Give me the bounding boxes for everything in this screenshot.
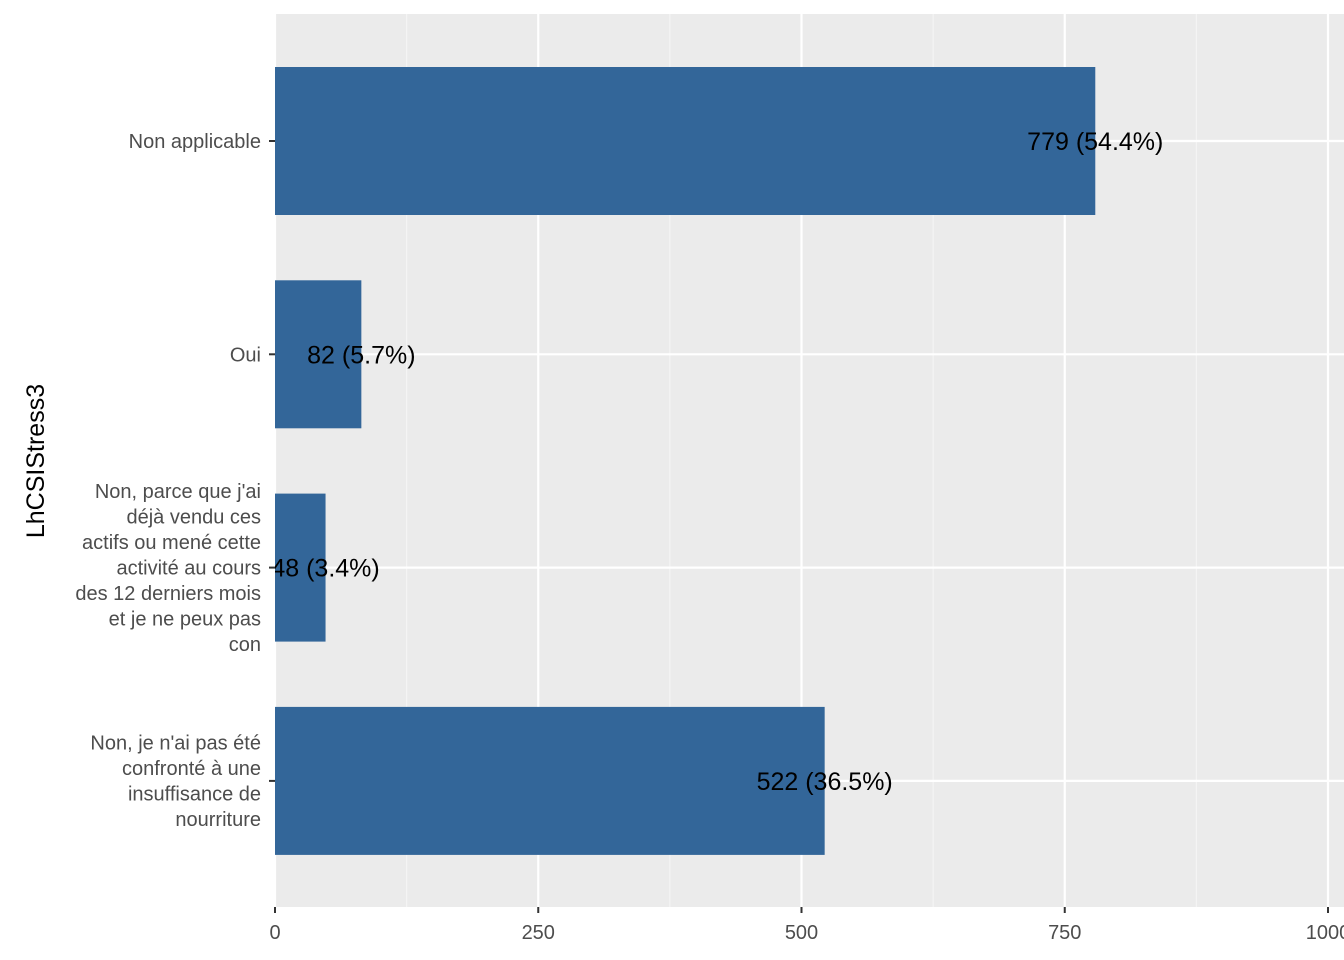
y-axis: Non applicable Oui Non, parce que j'ai déjà… xyxy=(75,131,275,831)
bars xyxy=(275,67,1096,855)
bar xyxy=(275,706,825,855)
x-tick-label: 500 xyxy=(785,922,818,944)
category-label: Non, je n'ai pas été confronté à une insuf… xyxy=(90,733,261,832)
bar xyxy=(275,67,1096,215)
category-label: Non applicable xyxy=(129,131,261,153)
data-label: 779 (54.4%) xyxy=(1027,128,1163,156)
bar xyxy=(275,493,326,642)
data-label: 82 (5.7%) xyxy=(307,341,415,369)
category-label: Non, parce que j'ai déjà vendu ces actifs … xyxy=(75,481,261,656)
x-tick-label: 1000 xyxy=(1306,922,1344,944)
x-tick-label: 750 xyxy=(1048,922,1081,944)
bar xyxy=(275,280,362,429)
x-tick-label: 250 xyxy=(522,922,555,944)
data-label: 522 (36.5%) xyxy=(757,768,893,796)
category-label: Oui xyxy=(230,344,261,366)
y-axis-title: LhCSIStress3 xyxy=(22,384,50,538)
data-labels: 779 (54.4%) 82 (5.7%) 48 (3.4%) 522 (36.5%) xyxy=(271,128,1163,796)
data-label: 48 (3.4%) xyxy=(271,555,379,583)
x-axis: 0 250 500 750 1000 xyxy=(269,907,1344,944)
x-tick-label: 0 xyxy=(269,922,280,944)
